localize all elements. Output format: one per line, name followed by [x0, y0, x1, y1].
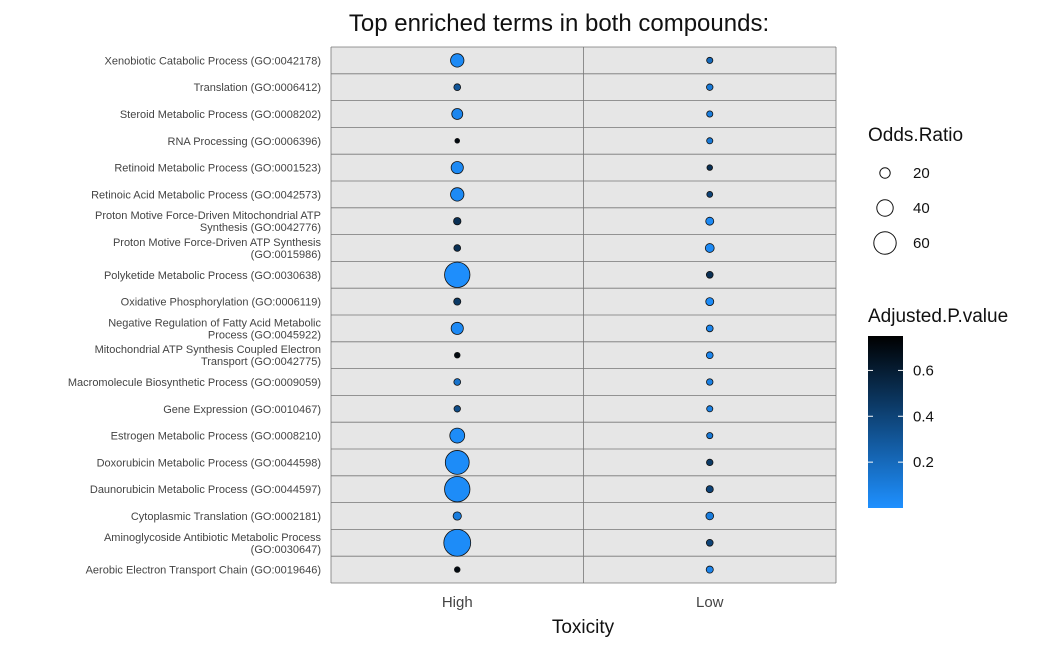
- data-point: [443, 528, 472, 557]
- y-tick-label: Cytoplasmic Translation (GO:0002181): [131, 511, 321, 523]
- color-legend-label: 0.4: [913, 408, 934, 425]
- y-tick-label: Oxidative Phosphorylation (GO:0006119): [121, 297, 321, 309]
- x-axis-label: Toxicity: [552, 617, 615, 638]
- data-point: [704, 243, 715, 253]
- data-point: [450, 161, 464, 175]
- data-points: [443, 53, 715, 574]
- data-point: [705, 538, 714, 547]
- data-point: [706, 405, 714, 413]
- data-point: [706, 191, 714, 198]
- y-tick-label: RNA Processing (GO:0006396): [168, 136, 321, 148]
- y-tick-label: Retinoic Acid Metabolic Process (GO:0042…: [91, 189, 321, 201]
- y-tick-label: Negative Regulation of Fatty Acid Metabo…: [108, 317, 321, 341]
- x-axis-tick-labels: High Low: [442, 594, 724, 611]
- y-tick-label: Aerobic Electron Transport Chain (GO:001…: [86, 565, 321, 577]
- data-point: [706, 432, 714, 440]
- color-legend: Adjusted.P.value 0.6 0.4 0.2: [868, 306, 1008, 508]
- color-legend-bar: [868, 336, 903, 508]
- y-tick-label: Polyketide Metabolic Process (GO:0030638…: [104, 270, 321, 282]
- y-tick-label: Macromolecule Biosynthetic Process (GO:0…: [68, 377, 321, 389]
- data-point: [706, 164, 713, 171]
- y-tick-label: Steroid Metabolic Process (GO:0008202): [120, 109, 321, 121]
- data-point: [450, 187, 465, 202]
- y-tick-label: Proton Motive Force-Driven Mitochondrial…: [95, 210, 321, 234]
- size-legend: Odds.Ratio 20 40 60: [868, 125, 963, 255]
- chart-title: Top enriched terms in both compounds:: [349, 10, 769, 37]
- data-point: [705, 270, 714, 279]
- data-point: [444, 476, 471, 503]
- size-legend-label: 60: [913, 235, 930, 252]
- size-legend-key: [876, 199, 894, 217]
- y-tick-label: Aminoglycoside Antibiotic Metabolic Proc…: [104, 532, 322, 556]
- y-tick-label: Xenobiotic Catabolic Process (GO:0042178…: [105, 55, 321, 67]
- x-tick-label: Low: [696, 594, 724, 611]
- data-point: [706, 378, 714, 386]
- y-tick-label: Gene Expression (GO:0010467): [163, 404, 321, 416]
- data-point: [705, 216, 715, 226]
- x-tick-label: High: [442, 594, 473, 611]
- y-tick-label: Retinoid Metabolic Process (GO:0001523): [114, 163, 321, 175]
- data-point: [454, 566, 461, 573]
- size-legend-key: [873, 231, 897, 255]
- data-point: [444, 450, 470, 475]
- data-point: [705, 297, 715, 307]
- size-legend-label: 40: [913, 200, 930, 217]
- data-point: [452, 511, 462, 521]
- data-point: [453, 297, 462, 306]
- data-point: [453, 83, 462, 91]
- y-tick-label: Translation (GO:0006412): [194, 82, 321, 94]
- data-point: [450, 321, 464, 335]
- data-point: [453, 244, 462, 252]
- data-point: [706, 137, 714, 145]
- data-point: [450, 53, 465, 68]
- y-tick-label: Proton Motive Force-Driven ATP Synthesis…: [113, 237, 322, 261]
- data-point: [453, 405, 461, 413]
- data-point: [454, 138, 460, 144]
- y-tick-label: Daunorubicin Metabolic Process (GO:00445…: [90, 484, 321, 496]
- data-point: [444, 261, 471, 288]
- data-point: [705, 511, 715, 521]
- data-point: [451, 108, 464, 120]
- data-point: [453, 378, 462, 386]
- data-point: [449, 427, 466, 444]
- color-legend-label: 0.6: [913, 362, 934, 379]
- plot-panel: [330, 46, 837, 584]
- color-legend-label: 0.2: [913, 454, 934, 471]
- color-legend-title: Adjusted.P.value: [868, 306, 1008, 327]
- size-legend-label: 20: [913, 165, 930, 182]
- size-legend-title: Odds.Ratio: [868, 125, 963, 146]
- y-tick-label: Doxorubicin Metabolic Process (GO:004459…: [97, 457, 321, 469]
- data-point: [706, 458, 714, 467]
- data-point: [706, 110, 714, 118]
- y-tick-label: Mitochondrial ATP Synthesis Coupled Elec…: [95, 344, 321, 368]
- data-point: [706, 56, 714, 64]
- y-axis-tick-labels: Xenobiotic Catabolic Process (GO:0042178…: [68, 55, 322, 576]
- size-legend-key: [879, 167, 891, 179]
- data-point: [706, 83, 714, 91]
- data-point: [453, 217, 462, 226]
- data-point: [705, 324, 714, 333]
- data-point: [454, 352, 461, 359]
- data-point: [705, 351, 714, 360]
- data-point: [705, 565, 714, 574]
- data-point: [705, 485, 714, 494]
- y-tick-label: Estrogen Metabolic Process (GO:0008210): [111, 431, 321, 443]
